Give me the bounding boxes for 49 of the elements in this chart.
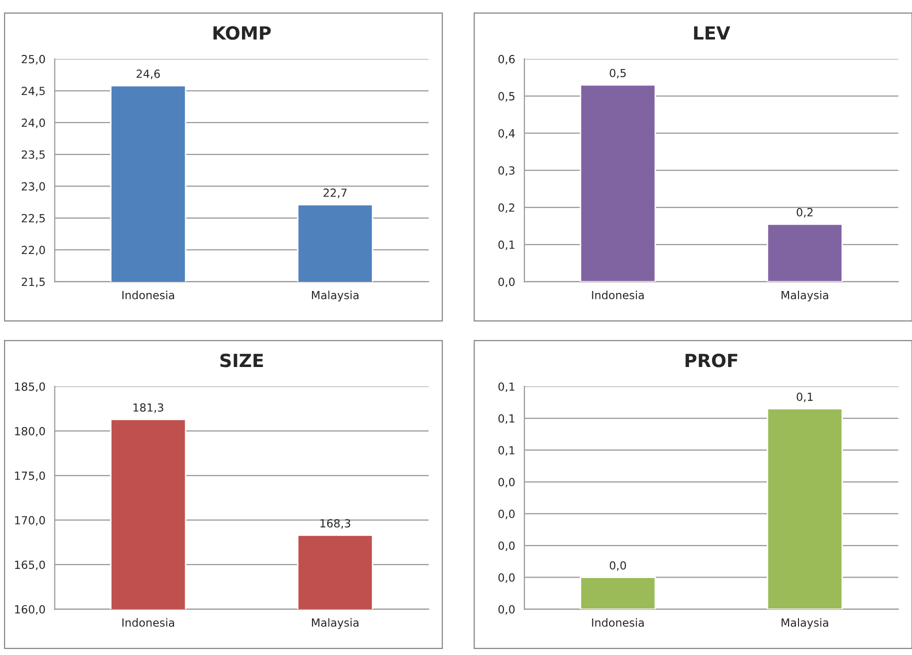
data-label: 0,0 — [610, 561, 626, 571]
y-tick-label: 175,0 — [15, 472, 45, 482]
y-tick-label: 23,5 — [22, 150, 45, 160]
y-tick-label: 0,0 — [498, 510, 515, 520]
y-tick-label: 22,5 — [22, 214, 45, 224]
x-tick-label: Indonesia — [122, 618, 174, 627]
data-label: 22,7 — [324, 188, 347, 198]
y-tick-label: 0,1 — [498, 240, 514, 250]
data-label: 181,3 — [134, 403, 164, 413]
x-tick-label: Malaysia — [782, 290, 828, 302]
x-tick-label: Indonesia — [122, 290, 174, 300]
y-tick-label: 0,6 — [498, 54, 515, 64]
y-tick-label: 170,0 — [15, 516, 45, 526]
x-tick-label: Malaysia — [782, 618, 828, 629]
y-tick-label: 24,5 — [22, 86, 45, 96]
y-tick-label: 0,0 — [498, 573, 515, 583]
y-tick-label: 21,5 — [22, 278, 45, 288]
chart-title: KOMP — [213, 26, 271, 40]
y-tick-label: 22,0 — [22, 246, 45, 256]
y-tick-label: 0,3 — [498, 166, 514, 176]
y-tick-label: 0,0 — [498, 605, 515, 615]
data-label: 0,5 — [610, 68, 626, 78]
y-tick-label: 24,0 — [22, 118, 45, 128]
y-tick-label: 185,0 — [15, 382, 45, 392]
data-label: 168,3 — [320, 519, 350, 529]
chart-title: LEV — [694, 26, 730, 40]
chart-title: PROF — [686, 354, 738, 368]
y-tick-label: 0,1 — [498, 446, 514, 456]
chart-title: SIZE — [220, 354, 263, 368]
y-tick-label: 0,4 — [498, 129, 515, 139]
y-tick-label: 0,1 — [498, 414, 514, 424]
y-tick-label: 165,0 — [15, 560, 45, 570]
data-label: 0,1 — [796, 392, 813, 402]
x-tick-label: Malaysia — [312, 290, 358, 302]
y-tick-label: 180,0 — [15, 426, 45, 437]
y-tick-label: 0,0 — [498, 278, 515, 288]
y-tick-label: 0,5 — [498, 92, 514, 102]
y-tick-label: 160,0 — [15, 605, 45, 615]
y-tick-label: 25,0 — [22, 54, 45, 64]
data-label: 24,6 — [136, 70, 160, 80]
y-tick-label: 0,0 — [498, 541, 515, 552]
y-tick-label: 0,2 — [498, 203, 514, 213]
x-tick-label: Indonesia — [592, 290, 644, 300]
x-tick-label: Malaysia — [312, 618, 358, 629]
y-tick-label: 23,0 — [22, 182, 45, 192]
y-tick-label: 0,0 — [498, 478, 515, 488]
data-label: 0,2 — [796, 208, 813, 218]
y-tick-label: 0,1 — [498, 382, 514, 392]
x-tick-label: Indonesia — [592, 618, 644, 627]
